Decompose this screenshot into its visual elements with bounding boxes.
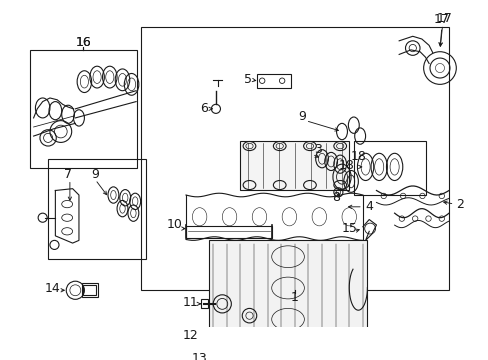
- Text: 3: 3: [313, 143, 321, 156]
- Text: 15: 15: [341, 222, 356, 235]
- Bar: [83, 285, 96, 295]
- Bar: [200, 299, 207, 309]
- Text: 2: 2: [455, 198, 463, 211]
- Bar: [48, 159, 146, 258]
- Text: 13: 13: [191, 352, 207, 360]
- Text: 9: 9: [298, 109, 305, 123]
- Text: 11: 11: [183, 296, 198, 309]
- Text: 10: 10: [167, 219, 183, 231]
- Text: 5: 5: [243, 73, 251, 86]
- Text: 16: 16: [76, 36, 91, 49]
- Text: 8: 8: [331, 191, 339, 204]
- Bar: [256, 75, 291, 88]
- Polygon shape: [55, 189, 79, 243]
- Text: 4: 4: [365, 200, 372, 213]
- Bar: [240, 141, 348, 190]
- Text: 6: 6: [200, 102, 208, 115]
- Text: 9: 9: [91, 168, 99, 181]
- Bar: [322, 340, 332, 360]
- Text: 12: 12: [183, 329, 198, 342]
- Text: 17: 17: [436, 12, 451, 24]
- Text: 14: 14: [45, 282, 61, 295]
- Bar: [353, 141, 426, 195]
- Text: 18: 18: [338, 159, 354, 172]
- Bar: [30, 50, 137, 168]
- Bar: [81, 283, 98, 297]
- Text: 1: 1: [290, 291, 298, 304]
- Text: 16: 16: [76, 36, 91, 49]
- Bar: [141, 27, 448, 290]
- Text: 7: 7: [64, 168, 72, 181]
- Bar: [267, 331, 322, 360]
- Bar: [185, 226, 272, 238]
- Text: 17: 17: [433, 13, 449, 26]
- Text: 18: 18: [350, 149, 366, 162]
- Bar: [208, 240, 366, 336]
